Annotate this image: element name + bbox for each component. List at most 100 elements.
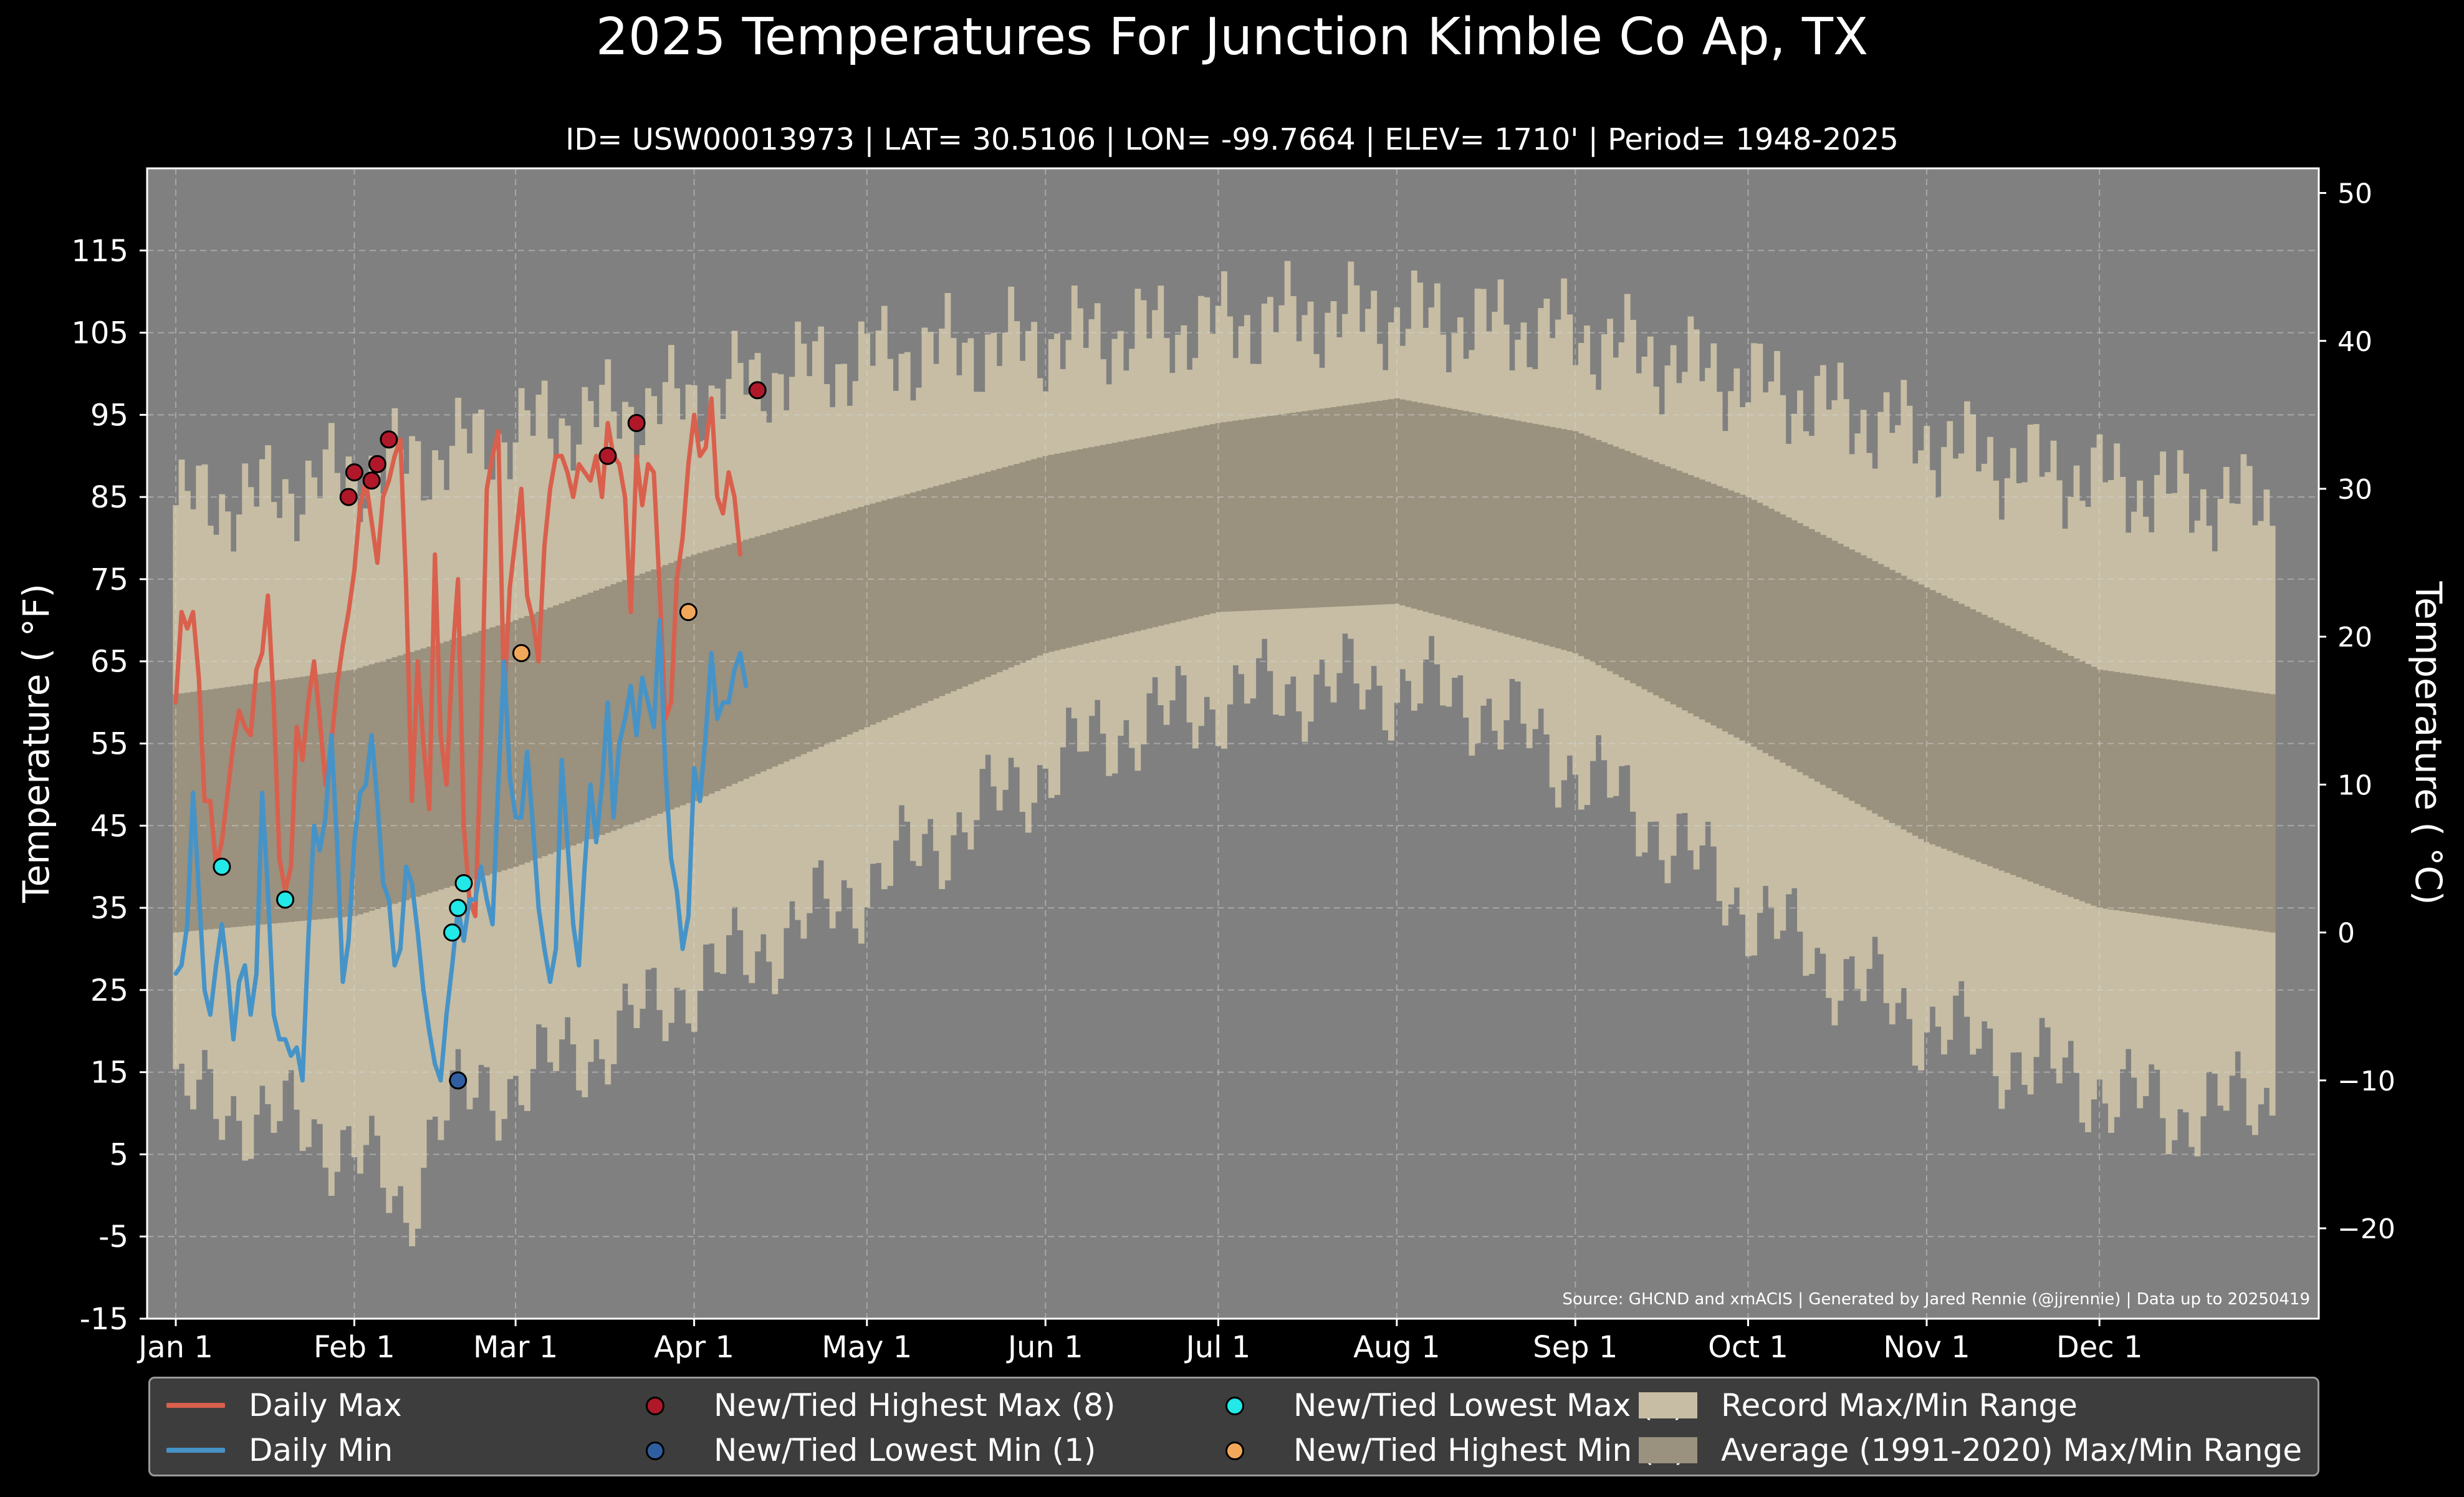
x-tick-label: Jun 1 xyxy=(1006,1330,1083,1365)
y-tick-label: 45 xyxy=(90,809,128,844)
normal-range-bar xyxy=(927,488,934,701)
normal-range-bar xyxy=(2217,686,2224,925)
x-tick-label: Sep 1 xyxy=(1533,1330,1618,1365)
normal-range-bar xyxy=(749,538,755,777)
normal-range-bar xyxy=(1451,409,1458,620)
source-note: Source: GHCND and xmACIS | Generated by … xyxy=(1562,1290,2310,1309)
normal-range-bar xyxy=(1054,453,1060,651)
y-tick-label: 85 xyxy=(90,480,128,515)
daily-lines xyxy=(173,396,749,1083)
normal-range-bar xyxy=(1515,420,1522,638)
normal-range-bar xyxy=(340,671,347,917)
normal-range-bar xyxy=(1134,438,1141,632)
y-right-tick-label: 50 xyxy=(2337,178,2372,210)
normal-range-bar xyxy=(772,531,779,767)
normal-range-bar xyxy=(1158,434,1164,626)
normal-range-bar xyxy=(1618,448,1625,678)
normal-range-bar xyxy=(2263,693,2270,932)
normal-range-bar xyxy=(1538,425,1545,644)
normal-range-bar xyxy=(1526,423,1533,641)
normal-range-bar xyxy=(2188,682,2195,922)
normal-range-bar xyxy=(1653,461,1659,696)
normal-range-bar xyxy=(1088,447,1095,642)
normal-range-bar xyxy=(1204,425,1210,615)
normal-range-bar xyxy=(766,533,772,769)
normal-range-bar xyxy=(1440,407,1447,617)
normal-range-bar xyxy=(415,650,421,897)
normal-range-bar xyxy=(201,690,208,930)
normal-range-bar xyxy=(1394,398,1401,604)
normal-range-bar xyxy=(1273,415,1280,610)
normal-range-bar xyxy=(1705,481,1712,723)
normal-range-bar xyxy=(990,470,997,675)
normal-range-bar xyxy=(1330,407,1337,607)
normal-range-bar xyxy=(1722,488,1728,732)
normal-range-bar xyxy=(1238,420,1245,611)
normal-range-bar xyxy=(219,688,226,928)
normal-range-bar xyxy=(921,489,928,703)
x-tick-label: Apr 1 xyxy=(654,1330,734,1365)
normal-range-bar xyxy=(1319,408,1325,607)
normal-range-bar xyxy=(1757,503,1763,750)
record-markers xyxy=(213,381,767,1090)
normal-range-bar xyxy=(726,544,732,787)
normal-range-bar xyxy=(806,521,813,752)
normal-range-bar xyxy=(1405,400,1412,607)
normal-range-bar xyxy=(1123,440,1129,634)
normal-range-bar xyxy=(541,609,548,857)
normal-range-bar xyxy=(720,546,727,789)
chart-title: 2025 Temperatures For Junction Kimble Co… xyxy=(595,7,1869,67)
normal-range-bar xyxy=(420,648,427,895)
legend-lowest-max: New/Tied Lowest Max (5) xyxy=(1200,1384,1685,1427)
normal-range-bar xyxy=(2119,673,2126,912)
normal-range-bar xyxy=(1670,468,1677,705)
normal-range-bar xyxy=(317,674,324,920)
normal-range-bar xyxy=(1785,517,1792,766)
normal-range-bar xyxy=(213,688,219,929)
y-tick-label: 55 xyxy=(90,727,128,762)
x-tick-label: Jan 1 xyxy=(137,1330,213,1365)
normal-range-bar xyxy=(466,634,473,881)
highest-max-marker xyxy=(598,446,617,465)
normal-range-bar xyxy=(1117,441,1124,635)
normal-range-bar xyxy=(1290,412,1297,609)
normal-range-bar xyxy=(1503,418,1510,634)
normal-range-bar xyxy=(1031,459,1037,658)
normal-range-bar xyxy=(484,628,491,876)
normal-range-bar xyxy=(1019,462,1026,663)
normal-range-bar xyxy=(1140,437,1147,630)
normal-range-bar xyxy=(1895,572,1901,827)
lowest-max-marker xyxy=(454,874,473,893)
normal-range-bar xyxy=(2142,676,2149,915)
normal-range-bar xyxy=(829,515,836,742)
legend-highest-max-swatch xyxy=(620,1384,695,1427)
normal-range-bar xyxy=(864,505,871,728)
normal-range-bar xyxy=(1008,465,1015,668)
normal-range-bar xyxy=(1595,440,1602,665)
normal-range-bar xyxy=(852,508,859,733)
normal-range-bar xyxy=(967,476,974,685)
normal-range-bar xyxy=(1613,446,1619,675)
normal-range-bar xyxy=(1071,450,1078,647)
normal-range-bar xyxy=(800,523,807,754)
lowest-max-marker xyxy=(276,890,295,909)
normal-range-bar xyxy=(1693,477,1700,717)
normal-range-bar xyxy=(1774,511,1780,760)
normal-range-bar xyxy=(2091,667,2097,906)
normal-range-bar xyxy=(1232,420,1239,612)
y-tick-label: 75 xyxy=(90,562,128,597)
normal-range-bar xyxy=(2206,685,2212,924)
normal-range-bar xyxy=(1607,444,1613,671)
normal-range-bar xyxy=(1474,413,1481,627)
normal-range-bar xyxy=(1947,598,1953,851)
y-tick-label: 105 xyxy=(71,316,128,351)
legend-highest-min-label: New/Tied Highest Min (2) xyxy=(1293,1432,1686,1468)
normal-range-bar xyxy=(1780,514,1786,763)
normal-range-bar xyxy=(1543,426,1550,645)
normal-range-bar xyxy=(1970,609,1977,860)
normal-range-bar xyxy=(956,479,962,689)
normal-range-bar xyxy=(1964,606,1970,858)
axes: -15 -5 5 15 25 35 45 55 65 75 85 95 105 115 Jan 1 Feb 1… xyxy=(71,178,2395,1365)
y-axis-label-right: Temperature ( °C) xyxy=(2407,580,2450,905)
normal-range-bar xyxy=(455,638,461,885)
